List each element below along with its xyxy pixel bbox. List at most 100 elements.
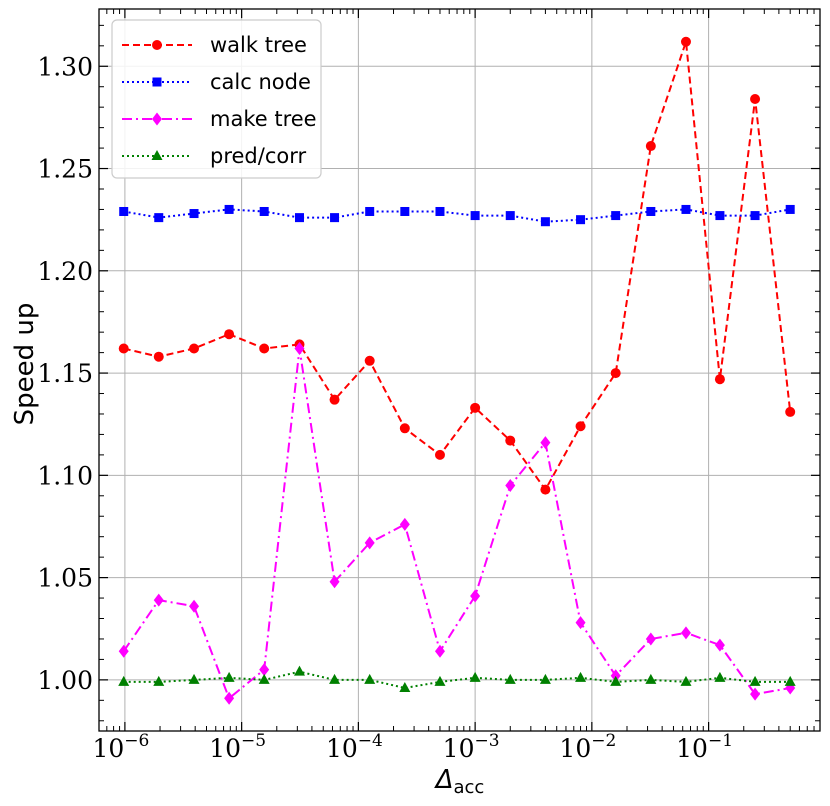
- data-point-calc-node: [611, 211, 621, 221]
- legend-box: [111, 19, 322, 179]
- data-point-pred-corr: [329, 673, 341, 684]
- data-point-calc-node: [681, 204, 691, 214]
- data-point-walk-tree: [505, 435, 516, 446]
- data-point-walk-tree: [153, 351, 164, 362]
- data-point-calc-node: [785, 204, 795, 214]
- data-point-pred-corr: [645, 673, 657, 684]
- data-point-calc-node: [435, 206, 445, 216]
- legend-label: calc node: [210, 70, 311, 94]
- axis-ticks: [98, 9, 821, 731]
- tick-labels: 10−6 10−5 10−4 10−3 10−2 10−1 1.00 1.05 1.10 1.15…: [37, 52, 733, 763]
- data-point-make-tree: [575, 616, 586, 630]
- data-point-walk-tree: [329, 394, 340, 405]
- data-point-walk-tree: [364, 355, 375, 366]
- data-point-pred-corr: [364, 673, 376, 684]
- data-point-calc-node: [330, 213, 340, 223]
- data-point-make-tree: [399, 517, 410, 531]
- series-make-tree: [118, 342, 796, 705]
- data-point-make-tree: [470, 589, 481, 603]
- data-point-walk-tree: [645, 141, 656, 152]
- data-point-calc-node: [540, 217, 550, 227]
- data-point-make-tree: [750, 687, 761, 701]
- data-point-pred-corr: [258, 673, 270, 684]
- legend-marker: [152, 77, 162, 87]
- plot-frame: [98, 8, 821, 732]
- data-point-walk-tree: [610, 368, 621, 379]
- data-point-pred-corr: [749, 675, 761, 686]
- data-point-make-tree: [189, 599, 200, 613]
- data-point-walk-tree: [399, 423, 410, 434]
- data-point-pred-corr: [504, 673, 516, 684]
- data-point-pred-corr: [680, 675, 692, 686]
- data-point-make-tree: [610, 669, 621, 683]
- data-point-make-tree: [505, 479, 516, 493]
- series-line-calc-node: [123, 208, 791, 223]
- data-point-calc-node: [365, 206, 375, 216]
- data-point-make-tree: [153, 593, 164, 607]
- data-point-walk-tree: [575, 421, 586, 432]
- data-point-calc-node: [715, 211, 725, 221]
- data-point-calc-node: [224, 204, 234, 214]
- data-point-make-tree: [434, 644, 445, 658]
- legend-marker: [152, 40, 162, 50]
- data-point-calc-node: [505, 211, 515, 221]
- data-point-calc-node: [294, 213, 304, 223]
- x-tick-label: 10−2: [559, 731, 616, 763]
- data-point-pred-corr: [434, 675, 446, 686]
- data-point-pred-corr: [714, 671, 726, 682]
- data-point-walk-tree: [434, 449, 445, 460]
- data-point-make-tree: [259, 663, 270, 677]
- data-point-pred-corr: [784, 675, 796, 686]
- legend-marker: [151, 150, 163, 160]
- data-point-calc-node: [119, 206, 129, 216]
- y-axis-label: Speed up: [10, 303, 40, 426]
- data-point-pred-corr: [399, 682, 411, 693]
- data-point-walk-tree: [714, 374, 725, 385]
- data-point-make-tree: [714, 638, 725, 652]
- x-tick-label: 10−1: [676, 731, 733, 763]
- data-point-walk-tree: [189, 343, 200, 354]
- data-point-pred-corr: [293, 665, 305, 676]
- series-line-make-tree: [122, 348, 791, 700]
- data-point-make-tree: [364, 536, 375, 550]
- y-tick-label: 1.20: [37, 257, 93, 286]
- legend-item-make-tree: make tree: [122, 107, 317, 131]
- data-point-walk-tree: [750, 93, 761, 104]
- y-tick-label: 1.00: [37, 666, 93, 695]
- data-point-make-tree: [118, 644, 129, 658]
- data-point-make-tree: [294, 342, 305, 356]
- data-point-walk-tree: [680, 36, 691, 47]
- series-line-pred-corr: [123, 670, 791, 690]
- x-tick-label: 10−4: [326, 731, 383, 763]
- data-point-walk-tree: [259, 343, 270, 354]
- y-tick-label: 1.25: [37, 155, 93, 184]
- legend-item-calc-node: calc node: [122, 70, 311, 94]
- y-tick-label: 1.05: [37, 564, 93, 593]
- series-walk-tree: [118, 36, 796, 495]
- legend: walk tree calc node make tree pred/corr: [111, 19, 322, 179]
- data-point-calc-node: [576, 215, 586, 225]
- legend-item-walk-tree: walk tree: [122, 33, 307, 57]
- data-point-calc-node: [154, 213, 164, 223]
- data-point-calc-node: [400, 206, 410, 216]
- data-point-calc-node: [750, 211, 760, 221]
- data-point-make-tree: [645, 632, 656, 646]
- series-layer: [118, 36, 796, 705]
- x-tick-label: 10−6: [92, 731, 149, 763]
- data-point-walk-tree: [470, 402, 481, 413]
- y-tick-label: 1.30: [37, 52, 93, 81]
- data-point-pred-corr: [539, 673, 551, 684]
- series-line-walk-tree: [123, 41, 792, 492]
- data-point-pred-corr: [575, 671, 587, 682]
- x-axis-label: Δacc: [434, 765, 485, 798]
- data-point-make-tree: [540, 436, 551, 450]
- series-pred-corr: [118, 665, 796, 693]
- data-point-pred-corr: [223, 671, 235, 682]
- data-point-make-tree: [224, 691, 235, 705]
- series-calc-node: [119, 204, 795, 227]
- data-point-calc-node: [646, 206, 656, 216]
- data-point-pred-corr: [610, 675, 622, 686]
- y-tick-label: 1.15: [37, 359, 93, 388]
- y-tick-label: 1.10: [37, 461, 93, 490]
